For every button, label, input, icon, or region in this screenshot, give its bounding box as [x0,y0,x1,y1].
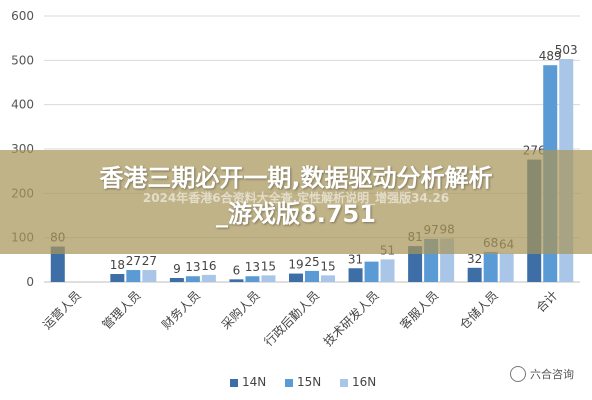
x-tick-label: 客服人员 [397,288,442,333]
data-label: 27 [142,254,157,268]
y-tick-label: 400 [11,98,34,112]
legend-swatch [340,379,348,387]
overlay-subtitle: 2024年香港6合资料大全查,定性解析说明_增强版34.26 [142,191,450,205]
data-label: 32 [467,252,482,266]
data-label: 6 [233,263,241,277]
x-tick-label: 行政后勤人员 [261,288,322,349]
bar-16n [142,270,157,282]
bar-16n [380,259,395,282]
bar-14n [110,274,125,282]
x-tick-label: 管理人员 [99,288,144,333]
x-tick-label: 仓储人员 [456,288,501,333]
legend-label: 14N [242,375,266,389]
overlay-title-line-2: _游戏版8.751 [216,200,376,228]
bar-14n [229,279,244,282]
bar-16n [321,275,335,282]
overlay-title: 香港三期必开一期,数据驱动分析解析 _游戏版8.751 [0,160,592,232]
data-label: 13 [185,260,200,274]
bar-15n [245,276,260,282]
legend-label: 16N [352,375,376,389]
bar-14n [169,278,184,282]
bar-14n [348,268,363,282]
data-label: 9 [173,262,181,276]
legend-swatch [285,379,293,387]
bar-15n [483,251,498,282]
watermark: 六合咨询 [510,366,574,382]
x-tick-label: 运营人员 [40,288,84,332]
legend-swatch [230,379,238,387]
x-tick-label: 采购人员 [218,288,263,333]
bar-15n [364,261,379,282]
x-tick-label: 合计 [533,288,561,316]
bar-14n [50,246,65,282]
data-label: 489 [539,49,562,63]
x-tick-label: 技术研发人员 [320,288,382,350]
data-label: 15 [320,259,335,273]
x-tick-label: 财务人员 [158,288,203,333]
data-label: 15 [261,259,276,273]
bar-15n [185,276,200,282]
overlay-title-line-1: 香港三期必开一期,数据驱动分析解析 [99,164,493,192]
data-label: 31 [348,252,363,266]
bar-15n [126,270,141,282]
wechat-icon [510,366,526,382]
data-label: 25 [304,255,319,269]
watermark-text: 六合咨询 [530,368,574,381]
data-label: 503 [555,43,578,57]
bar-16n [201,274,216,282]
data-label: 18 [110,258,125,272]
legend-label: 15N [297,375,321,389]
y-tick-label: 600 [11,9,34,23]
bar-14n [289,273,303,282]
title-banner [0,150,592,254]
data-label: 27 [126,254,141,268]
bar-14n [467,267,482,282]
bar-15n [305,270,319,282]
y-tick-label: 0 [26,275,34,289]
data-label: 19 [288,258,303,272]
bar-16n [261,275,276,282]
y-tick-label: 500 [11,53,34,67]
data-label: 16 [201,259,216,273]
data-label: 13 [245,260,260,274]
bar-14n [408,246,423,282]
bar-16n [499,253,514,282]
